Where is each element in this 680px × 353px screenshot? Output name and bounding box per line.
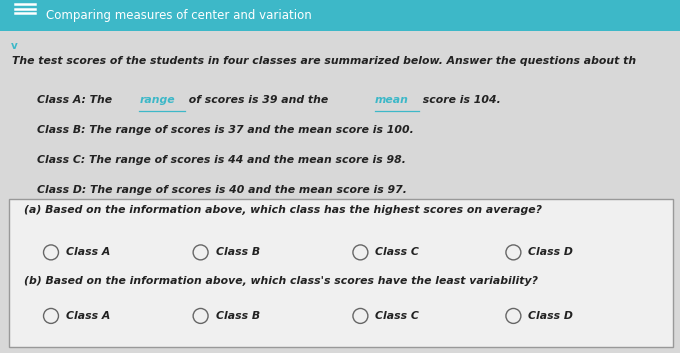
Text: Class C: Class C	[375, 311, 420, 321]
Text: score is 104.: score is 104.	[418, 95, 500, 105]
Text: Class B: Class B	[216, 247, 260, 257]
Text: Class D: Class D	[528, 311, 573, 321]
Text: Class B: The range of scores is 37 and the mean score is 100.: Class B: The range of scores is 37 and t…	[37, 125, 414, 135]
Text: Class D: The range of scores is 40 and the mean score is 97.: Class D: The range of scores is 40 and t…	[37, 185, 407, 195]
FancyBboxPatch shape	[0, 0, 680, 31]
Text: Class C: The range of scores is 44 and the mean score is 98.: Class C: The range of scores is 44 and t…	[37, 155, 406, 165]
Text: Class A: Class A	[66, 311, 110, 321]
Text: range: range	[139, 95, 175, 105]
Text: The test scores of the students in four classes are summarized below. Answer the: The test scores of the students in four …	[12, 56, 636, 66]
Text: Class A: Class A	[66, 247, 110, 257]
Text: v: v	[11, 41, 18, 50]
Text: Class A: The: Class A: The	[37, 95, 116, 105]
Text: Class D: Class D	[528, 247, 573, 257]
Text: of scores is 39 and the: of scores is 39 and the	[185, 95, 332, 105]
Text: (a) Based on the information above, which class has the highest scores on averag: (a) Based on the information above, whic…	[24, 205, 542, 215]
Text: Class B: Class B	[216, 311, 260, 321]
Text: Comparing measures of center and variation: Comparing measures of center and variati…	[46, 9, 312, 22]
FancyBboxPatch shape	[9, 199, 673, 347]
Text: (b) Based on the information above, which class's scores have the least variabil: (b) Based on the information above, whic…	[24, 276, 538, 286]
Text: Class C: Class C	[375, 247, 420, 257]
Text: mean: mean	[375, 95, 409, 105]
